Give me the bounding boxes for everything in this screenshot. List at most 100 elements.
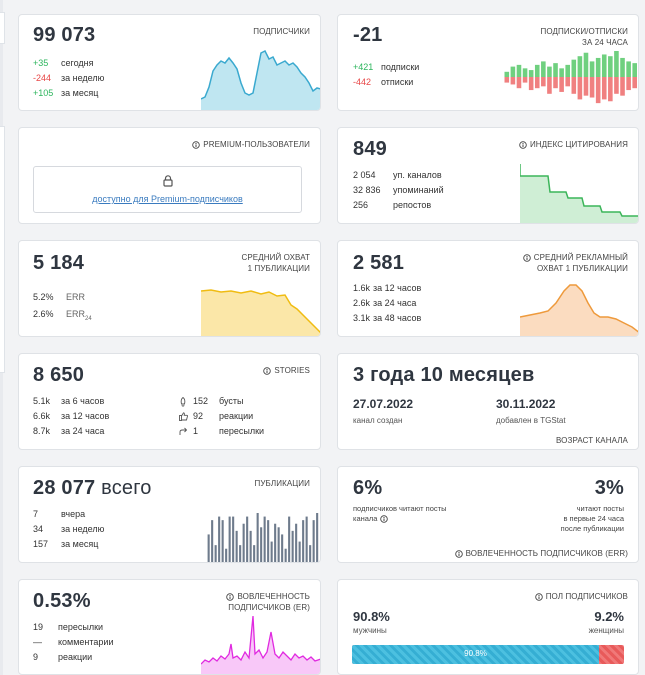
premium-link[interactable]: доступно для Premium-подписчиков xyxy=(92,194,243,204)
premium-title: PREMIUM-ПОЛЬЗОВАТЕЛИ xyxy=(192,139,310,150)
er-row-forwards: 19 пересылки xyxy=(33,622,104,632)
subs-bar xyxy=(528,70,534,77)
er-row-reactions: 9 реакции xyxy=(33,652,93,662)
posts-bar xyxy=(288,516,291,562)
channel-age-card[interactable]: 3 года 10 месяцев 27.07.2022 канал созда… xyxy=(337,353,639,450)
subs-row: +421 подписки xyxy=(353,62,420,72)
unsubs-bar xyxy=(516,77,522,89)
subs-bar xyxy=(547,66,552,77)
err-left-label: подписчиков читают посты канала xyxy=(353,504,447,523)
citation-title: ИНДЕКС ЦИТИРОВАНИЯ xyxy=(519,139,628,150)
left-panel-strip xyxy=(0,126,5,373)
posts-bar xyxy=(281,534,284,562)
err-right-label: читают посты в первые 24 часа после публик… xyxy=(560,504,624,533)
subscribers-card[interactable]: 99 073 ПОДПИСЧИКИ +35 сегодня -244 за неде… xyxy=(18,14,321,111)
posts-row-month: 157 за месяц xyxy=(33,539,99,549)
gender-progress-bar: 90.8% xyxy=(352,645,624,664)
subs-bar xyxy=(614,51,619,77)
unsubs-row: -442 отписки xyxy=(353,77,414,87)
posts-bar xyxy=(256,513,259,562)
ad-reach-row-12h: 1.6k за 12 часов xyxy=(353,283,422,293)
channel-age-value: 3 года 10 месяцев xyxy=(353,364,535,386)
unsubs-bar xyxy=(547,77,552,94)
posts-bar xyxy=(302,520,305,562)
unsubs-bar xyxy=(541,77,546,87)
info-icon xyxy=(226,593,235,601)
thumbs-up-icon xyxy=(179,412,193,422)
posts-bar xyxy=(242,523,245,562)
err-card[interactable]: 6% 3% подписчиков читают посты канала чи… xyxy=(337,466,639,563)
premium-users-card[interactable]: PREMIUM-ПОЛЬЗОВАТЕЛИ доступно для Premiu… xyxy=(18,127,321,224)
subs-unsubs-title: ПОДПИСКИ/ОТПИСКИ ЗА 24 ЧАСА xyxy=(540,27,628,47)
posts-bar xyxy=(284,548,287,562)
posts-bar xyxy=(305,516,308,562)
subs-bar xyxy=(608,56,613,77)
citation-row-channels: 2 054 уп. каналов xyxy=(353,170,442,180)
subs-bar xyxy=(522,68,528,77)
posts-row-yesterday: 7 вчера xyxy=(33,509,86,519)
lock-icon xyxy=(163,175,173,187)
er-card[interactable]: 0.53% ВОВЛЕЧЕННОСТЬ ПОДПИСЧИКОВ (ER) 19 п… xyxy=(18,579,321,675)
subs-bar xyxy=(620,57,625,77)
added-date: 30.11.2022 xyxy=(496,397,556,411)
average-reach-card[interactable]: 5 184 СРЕДНИЙ ОХВАТ 1 ПУБЛИКАЦИИ 5.2% ERR … xyxy=(18,240,321,337)
posts-bar xyxy=(246,516,249,562)
subs-bar xyxy=(626,61,631,77)
subs-bar xyxy=(632,63,637,77)
subscribers-row-today: +35 сегодня xyxy=(33,58,94,68)
ad-reach-value: 2 581 xyxy=(353,252,405,274)
unsubs-bar xyxy=(620,77,625,96)
subs-unsubs-bar-chart xyxy=(504,51,637,104)
unsubs-bar xyxy=(577,77,583,100)
stories-row-reactions: 92 реакции xyxy=(179,411,253,422)
posts-bar xyxy=(207,534,210,562)
citation-index-card[interactable]: 849 ИНДЕКС ЦИТИРОВАНИЯ 2 054 уп. каналов … xyxy=(337,127,639,224)
posts-bar xyxy=(214,545,217,562)
male-label: мужчины xyxy=(353,626,387,635)
subscribers-title: ПОДПИСЧИКИ xyxy=(253,27,310,36)
channel-age-title: ВОЗРАСТ КАНАЛА xyxy=(556,436,628,445)
posts-bar xyxy=(218,516,221,562)
posts-bar xyxy=(277,527,280,562)
ad-reach-card[interactable]: 2 581 СРЕДНИЙ РЕКЛАМНЫЙ ОХВАТ 1 ПУБЛИКАЦ… xyxy=(337,240,639,337)
info-icon xyxy=(379,515,388,523)
err-row: 5.2% ERR xyxy=(33,292,86,302)
premium-locked-box: доступно для Premium-подписчиков xyxy=(33,166,302,213)
err-right-value: 3% xyxy=(594,477,624,499)
posts-card[interactable]: 28 077 всего ПУБЛИКАЦИИ 7 вчера 34 за неде… xyxy=(18,466,321,563)
stories-card[interactable]: 8 650 STORIES 5.1k за 6 часов 6.6k за 12 ч… xyxy=(18,353,321,450)
subs-bar xyxy=(589,61,595,77)
subs-bar xyxy=(534,64,540,77)
citation-index-value: 849 xyxy=(353,138,387,160)
er-title: ВОВЛЕЧЕННОСТЬ ПОДПИСЧИКОВ (ER) xyxy=(226,592,310,612)
stories-row-boosts: 152 бусты xyxy=(179,396,243,407)
unsubs-bar xyxy=(522,77,528,83)
posts-row-week: 34 за неделю xyxy=(33,524,105,534)
unsubs-bar xyxy=(589,77,595,98)
stories-row-24h: 8.7k за 24 часа xyxy=(33,426,105,436)
subs-bar xyxy=(541,61,546,77)
posts-bar xyxy=(249,530,252,562)
gender-card[interactable]: ПОЛ ПОДПИСЧИКОВ 90.8% мужчины 9.2% женщи… xyxy=(337,579,639,675)
posts-bar xyxy=(225,548,228,562)
posts-bar xyxy=(228,516,231,562)
subs-unsubs-delta: -21 xyxy=(353,24,383,46)
posts-bar xyxy=(263,516,266,562)
info-icon xyxy=(534,593,543,601)
unsubs-bar xyxy=(626,77,631,91)
subs-unsubs-card[interactable]: -21 ПОДПИСКИ/ОТПИСКИ ЗА 24 ЧАСА +421 подпи… xyxy=(337,14,639,111)
posts-bar xyxy=(267,520,270,562)
stories-row-forwards: 1 пересылки xyxy=(179,426,264,437)
posts-bar xyxy=(295,523,298,562)
subs-bar xyxy=(504,71,510,77)
unsubs-bar xyxy=(632,77,637,89)
subscribers-count: 99 073 xyxy=(33,24,96,46)
subs-bar xyxy=(583,52,589,77)
average-reach-title: СРЕДНИЙ ОХВАТ 1 ПУБЛИКАЦИИ xyxy=(241,253,310,273)
unsubs-bar xyxy=(559,77,564,92)
info-icon xyxy=(454,550,463,558)
unsubs-bar xyxy=(510,77,516,85)
stories-title: STORIES xyxy=(263,365,310,376)
subscribers-area-chart xyxy=(201,49,320,110)
posts-bar xyxy=(260,527,263,562)
